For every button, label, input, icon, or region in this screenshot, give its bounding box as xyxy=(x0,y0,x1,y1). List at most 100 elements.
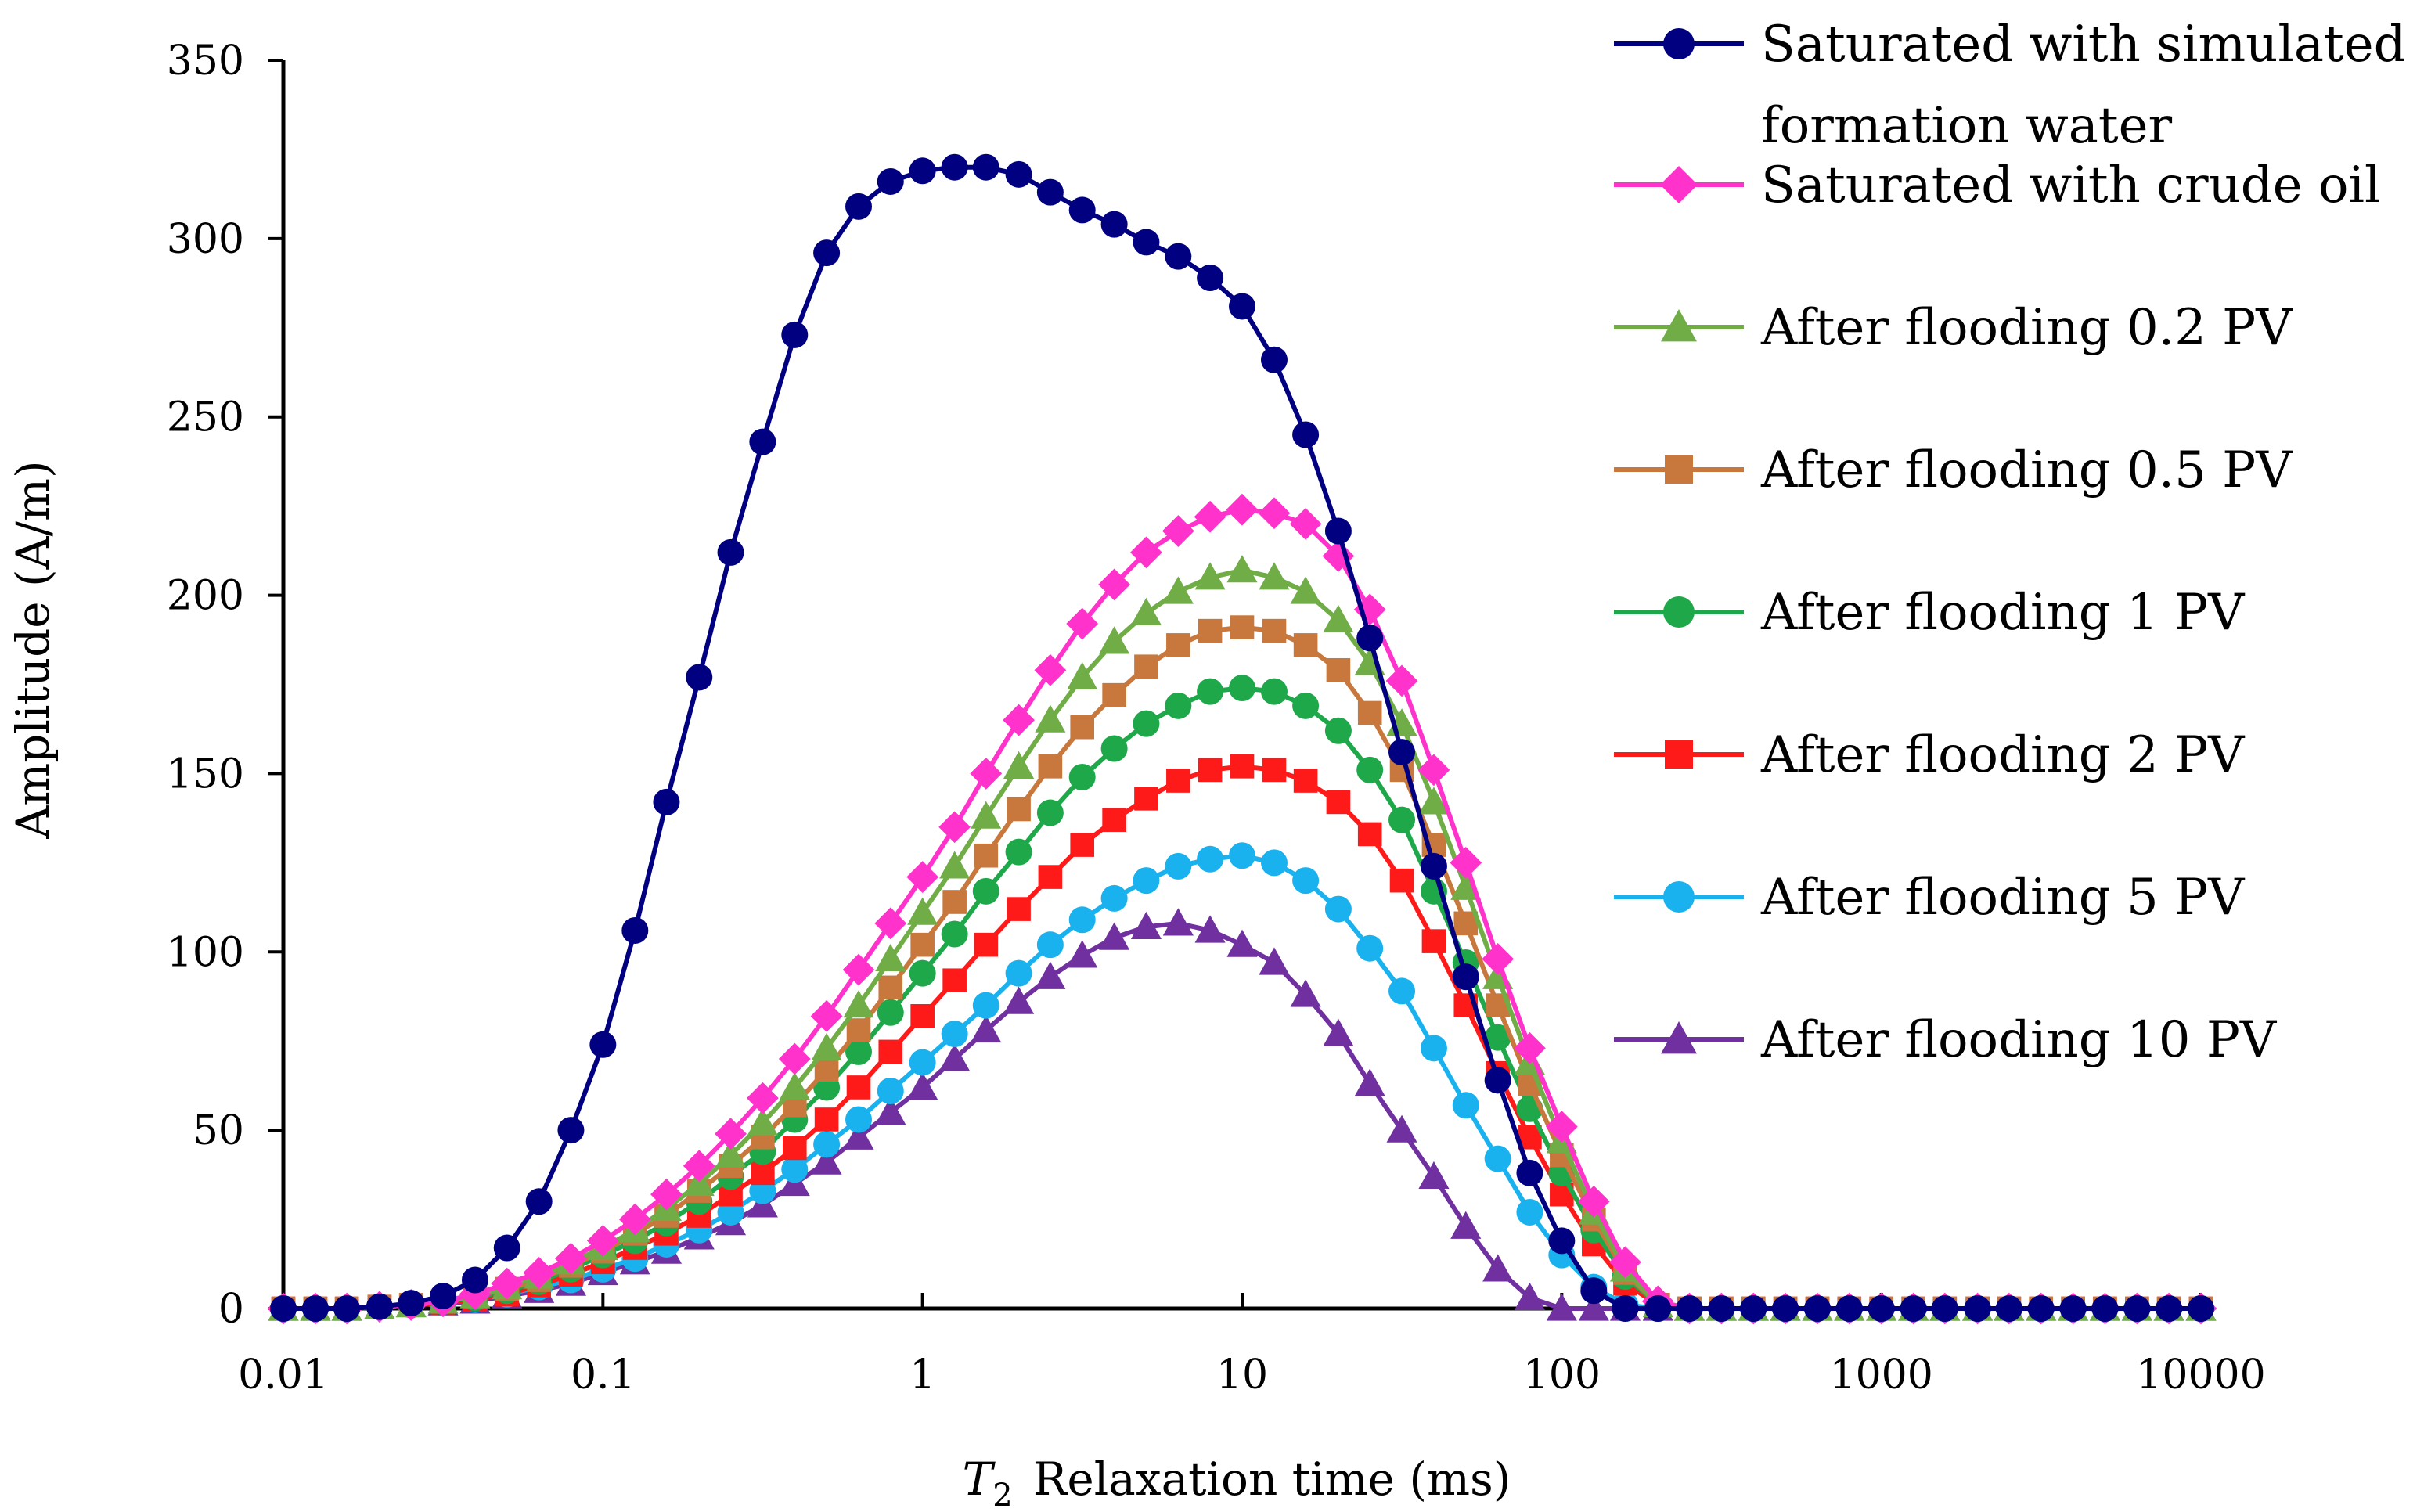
x-axis-title-symbol: T xyxy=(963,1453,996,1506)
data-point xyxy=(430,1283,457,1310)
data-point xyxy=(877,167,904,195)
data-point xyxy=(971,1014,1002,1043)
data-point xyxy=(1386,1114,1417,1143)
data-point xyxy=(974,932,999,957)
data-point xyxy=(1230,754,1255,779)
data-point xyxy=(557,1117,585,1144)
data-point xyxy=(1740,1295,1767,1322)
data-point xyxy=(1067,661,1098,690)
data-point xyxy=(1388,806,1416,833)
data-point xyxy=(1609,1246,1641,1279)
data-point xyxy=(1194,562,1226,590)
data-point xyxy=(686,664,713,691)
data-point xyxy=(1165,243,1192,270)
data-point xyxy=(1385,664,1418,697)
data-point xyxy=(846,1075,871,1100)
data-point xyxy=(1357,822,1382,847)
data-point xyxy=(1357,700,1382,725)
data-point xyxy=(1450,1211,1482,1239)
data-point xyxy=(874,907,907,940)
data-point xyxy=(1134,787,1158,811)
x-tick-label: 10 xyxy=(1216,1352,1268,1399)
data-point xyxy=(1036,799,1064,826)
data-point xyxy=(1133,867,1160,895)
data-point xyxy=(1452,963,1479,991)
data-point xyxy=(1356,625,1384,652)
data-point xyxy=(782,1136,807,1161)
data-point xyxy=(1100,884,1128,912)
data-point xyxy=(1258,497,1291,530)
x-axis-title: T2 Relaxation time (ms) xyxy=(963,1453,1511,1508)
legend-item: After flooding 0.5 PV xyxy=(1614,441,2293,499)
data-point xyxy=(1003,751,1035,779)
data-point xyxy=(1293,769,1318,793)
data-point xyxy=(1418,1161,1450,1190)
data-point xyxy=(1067,940,1098,968)
data-point xyxy=(1868,1295,1895,1322)
data-point xyxy=(939,851,971,879)
y-tick-label: 350 xyxy=(167,38,244,85)
data-point xyxy=(1162,515,1194,547)
data-point xyxy=(1165,852,1192,880)
data-point xyxy=(1226,493,1259,526)
legend-label: After flooding 0.5 PV xyxy=(1760,441,2293,499)
data-point xyxy=(1066,607,1099,640)
data-point xyxy=(1354,1068,1385,1096)
data-point xyxy=(1418,787,1450,815)
data-point xyxy=(878,975,903,1000)
data-point xyxy=(1134,654,1158,679)
legend-label: Saturated with crude oil xyxy=(1761,157,2380,214)
data-point xyxy=(909,157,936,185)
data-point xyxy=(1070,833,1095,857)
y-tick-label: 150 xyxy=(167,751,244,797)
x-tick-label: 0.1 xyxy=(571,1352,636,1399)
data-point xyxy=(1644,1295,1672,1322)
data-point xyxy=(1194,915,1226,943)
data-point xyxy=(1931,1295,1958,1322)
data-point xyxy=(1198,618,1223,643)
data-point xyxy=(1546,1293,1577,1321)
data-point xyxy=(1259,562,1290,590)
x-tick-label: 1 xyxy=(909,1352,935,1399)
data-point xyxy=(1580,1277,1608,1305)
data-point xyxy=(842,953,875,986)
data-point xyxy=(1356,934,1384,962)
data-point xyxy=(1197,678,1224,705)
x-tick-label: 10000 xyxy=(2136,1352,2265,1399)
data-point xyxy=(270,1295,297,1322)
data-point xyxy=(810,999,843,1032)
data-point xyxy=(1036,178,1064,206)
data-point xyxy=(1070,715,1095,740)
data-point xyxy=(1995,1295,2022,1322)
data-point xyxy=(974,843,999,868)
data-point xyxy=(1323,604,1354,633)
legend-label: After flooding 10 PV xyxy=(1760,1011,2278,1069)
data-point xyxy=(1262,618,1287,643)
data-point xyxy=(1290,979,1321,1007)
data-point xyxy=(1484,1024,1511,1051)
data-point xyxy=(1324,895,1352,923)
data-point xyxy=(1226,929,1258,957)
data-point xyxy=(939,1043,971,1071)
data-point xyxy=(366,1293,393,1320)
data-point xyxy=(1420,1035,1447,1062)
data-point xyxy=(972,877,999,905)
legend-item: After flooding 1 PV xyxy=(1614,584,2246,642)
data-point xyxy=(1514,1031,1546,1064)
data-point xyxy=(1545,1111,1578,1143)
y-tick-label: 300 xyxy=(167,216,244,263)
data-point xyxy=(751,1161,775,1186)
data-point xyxy=(1388,977,1416,1005)
data-point xyxy=(1482,1254,1514,1282)
data-point xyxy=(1007,797,1031,822)
data-point xyxy=(1166,633,1190,657)
data-point xyxy=(459,1278,492,1311)
data-point xyxy=(1005,160,1032,188)
y-axis-title: Amplitude (A/m) xyxy=(6,460,59,839)
data-point xyxy=(333,1295,361,1322)
data-point xyxy=(1262,758,1287,783)
legend-swatch-marker xyxy=(1661,309,1697,342)
data-point xyxy=(1229,675,1255,702)
data-point xyxy=(1003,986,1035,1014)
